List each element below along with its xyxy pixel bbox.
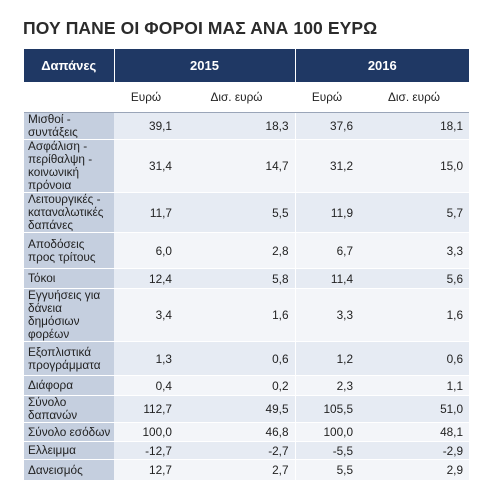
column-header-year-2016: 2016 [295,49,470,82]
table-row: Εξοπλιστικά προγράμματα 1,3 0,6 1,2 0,6 [24,341,470,376]
cell-value: 14,7 [178,139,296,193]
table-row: Εγγυήσεις για δάνεια δημόσιων φορέων 3,4… [24,288,470,342]
table-row: Μισθοί - συντάξεις 39,1 18,3 37,6 18,1 [24,112,470,140]
table-row: Τόκοι 12,4 5,8 11,4 5,6 [24,268,470,289]
cell-value: 11,4 [294,268,360,289]
cell-value: 51,0 [359,395,470,423]
cell-value: 0,4 [114,375,178,396]
cell-value: 18,1 [359,112,470,140]
table-row: Δανεισμός 12,7 2,7 5,5 2,9 [24,459,470,481]
cell-value: 1,1 [359,375,470,396]
table-row: Λειτουργικές - καταναλωτικές δαπάνες 11,… [24,192,470,233]
cell-value: 15,0 [359,139,470,193]
cell-value: 31,2 [294,139,360,193]
cell-value: 2,3 [294,375,360,396]
cell-value: 37,6 [294,112,360,140]
cell-value: 0,6 [178,341,296,376]
table-subheader-row: Ευρώ Δισ. ευρώ Ευρώ Δισ. ευρώ [24,82,470,113]
cell-value: 2,7 [178,459,296,481]
table-row: Ελλειμμα -12,7 -2,7 -5,5 -2,9 [24,441,470,460]
table-row: Σύνολο δαπανών 112,7 49,5 105,5 51,0 [24,395,470,423]
expenses-table: Δαπάνες 2015 2016 Ευρώ Δισ. ευρώ Ευρώ Δι… [24,49,470,481]
cell-value: -2,9 [359,441,470,460]
cell-value: 31,4 [114,139,178,193]
cell-value: 39,1 [114,112,178,140]
cell-value: 3,3 [294,288,360,342]
cell-value: 12,7 [114,459,178,481]
cell-value: 0,2 [178,375,296,396]
cell-value: 18,3 [178,112,296,140]
page-title: ΠΟΥ ΠΑΝΕ ΟΙ ΦΟΡΟΙ ΜΑΣ ΑΝΑ 100 ΕΥΡΩ [23,18,378,38]
cell-value: 12,4 [114,268,178,289]
subheader-euro-2016: Ευρώ [295,82,360,113]
row-label: Λειτουργικές - καταναλωτικές δαπάνες [24,192,114,233]
cell-value: 0,6 [359,341,470,376]
cell-value: 112,7 [114,395,178,423]
table-row: Διάφορα 0,4 0,2 2,3 1,1 [24,375,470,396]
cell-value: 11,9 [294,192,360,233]
cell-value: 1,3 [114,341,178,376]
cell-value: 48,1 [359,422,470,442]
cell-value: 3,3 [359,232,470,269]
cell-value: 6,0 [114,232,178,269]
page: ΠΟΥ ΠΑΝΕ ΟΙ ΦΟΡΟΙ ΜΑΣ ΑΝΑ 100 ΕΥΡΩ Δαπάν… [23,18,470,481]
cell-value: 5,6 [359,268,470,289]
table-row: Ασφάλιση - περίθαλψη - κοινωνική πρόνοια… [24,139,470,193]
cell-value: 5,5 [294,459,360,481]
cell-value: 5,5 [178,192,296,233]
row-label: Δανεισμός [24,459,114,481]
row-label: Σύνολο εσόδων [24,422,114,442]
row-label: Εξοπλιστικά προγράμματα [24,341,114,376]
cell-value: 1,6 [178,288,296,342]
table-row: Σύνολο εσόδων 100,0 46,8 100,0 48,1 [24,422,470,442]
cell-value: -5,5 [294,441,360,460]
column-header-expenses: Δαπάνες [24,49,115,82]
cell-value: 3,4 [114,288,178,342]
cell-value: -2,7 [178,441,296,460]
row-label: Τόκοι [24,268,114,289]
cell-value: 1,2 [294,341,360,376]
row-label: Ασφάλιση - περίθαλψη - κοινωνική πρόνοια [24,139,114,193]
cell-value: 46,8 [178,422,296,442]
cell-value: 11,7 [114,192,178,233]
row-label: Αποδόσεις προς τρίτους [24,232,114,269]
row-label: Σύνολο δαπανών [24,395,114,423]
cell-value: 100,0 [294,422,360,442]
cell-value: 49,5 [178,395,296,423]
cell-value: -12,7 [114,441,178,460]
cell-value: 6,7 [294,232,360,269]
cell-value: 5,7 [359,192,470,233]
cell-value: 1,6 [359,288,470,342]
column-header-year-2015: 2015 [114,49,296,82]
cell-value: 105,5 [294,395,360,423]
table-row: Αποδόσεις προς τρίτους 6,0 2,8 6,7 3,3 [24,232,470,269]
subheader-billion-2015: Δισ. ευρώ [178,82,296,113]
cell-value: 5,8 [178,268,296,289]
cell-value: 2,8 [178,232,296,269]
row-label: Ελλειμμα [24,441,114,460]
cell-value: 2,9 [359,459,470,481]
row-label: Εγγυήσεις για δάνεια δημόσιων φορέων [24,288,114,342]
row-label: Διάφορα [24,375,114,396]
cell-value: 100,0 [114,422,178,442]
table-header-row: Δαπάνες 2015 2016 [24,49,470,82]
subheader-euro-2015: Ευρώ [114,82,178,113]
row-label: Μισθοί - συντάξεις [24,112,114,140]
subheader-billion-2016: Δισ. ευρώ [359,82,470,113]
subheader-empty [24,82,114,113]
